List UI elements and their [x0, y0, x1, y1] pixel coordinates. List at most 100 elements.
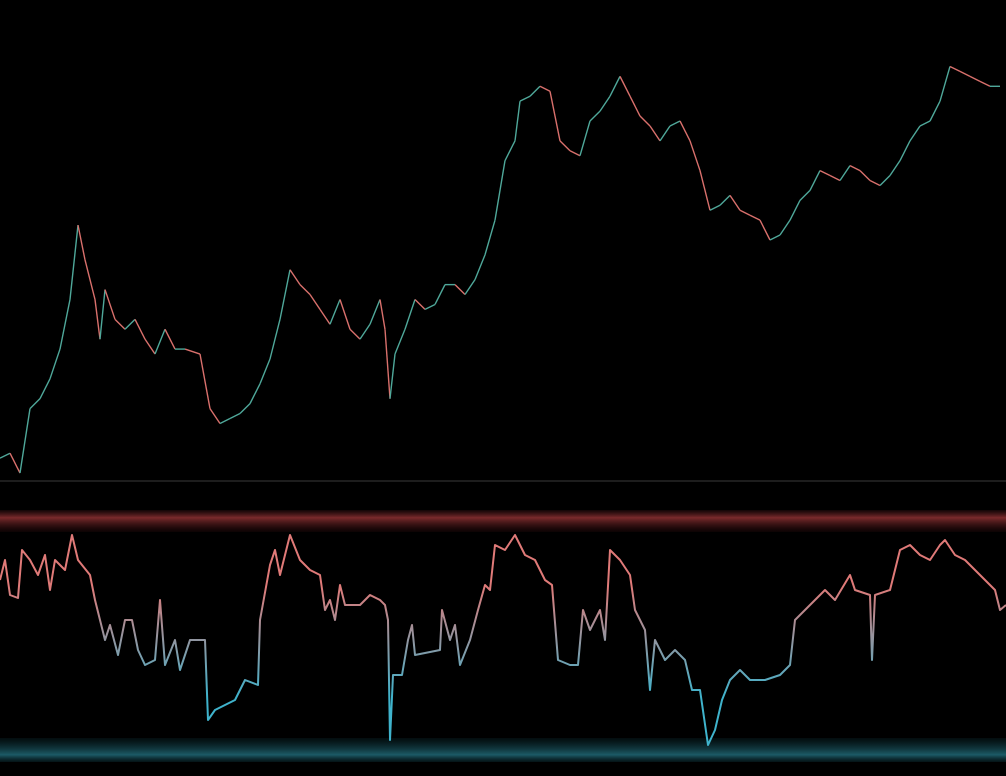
price-segment	[599, 95, 611, 112]
price-segment	[979, 80, 991, 87]
price-segment	[299, 284, 311, 296]
price-segment	[239, 403, 251, 415]
price-segment	[949, 65, 961, 73]
price-segment	[434, 284, 446, 305]
price-segment	[464, 279, 476, 295]
price-segment	[209, 408, 221, 424]
price-segment	[104, 289, 116, 320]
price-segment	[709, 204, 721, 211]
price-segment	[819, 169, 831, 177]
price-segment	[339, 299, 351, 330]
price-segment	[929, 100, 941, 122]
price-segment	[779, 219, 791, 236]
price-segment	[789, 200, 801, 221]
price-segment	[454, 284, 466, 296]
price-segment	[114, 318, 126, 330]
price-segment	[309, 294, 321, 310]
price-segment	[699, 170, 711, 211]
price-segment	[69, 225, 79, 300]
price-segment	[529, 85, 541, 97]
price-segment	[164, 328, 176, 350]
price-segment	[49, 348, 61, 380]
price-segment	[639, 115, 651, 127]
price-segment	[39, 378, 51, 399]
price-segment	[389, 353, 396, 399]
price-segment	[424, 303, 436, 311]
price-segment	[9, 452, 21, 474]
price-segment	[899, 140, 911, 161]
price-segment	[969, 75, 981, 82]
price-segment	[229, 412, 241, 420]
price-segment	[494, 160, 506, 221]
price-segment	[369, 299, 381, 325]
price-segment	[349, 328, 361, 340]
price-segment	[0, 452, 11, 459]
price-segment	[379, 299, 386, 330]
price-segment	[589, 110, 601, 122]
price-segment	[329, 299, 341, 325]
price-segment	[549, 91, 561, 141]
price-segment	[539, 85, 551, 92]
price-segment	[199, 353, 211, 409]
price-segment	[859, 170, 871, 181]
price-segment	[569, 150, 581, 157]
price-segment	[414, 299, 426, 310]
price-segment	[59, 299, 71, 350]
price-segment	[919, 120, 931, 127]
price-segment	[359, 323, 371, 340]
price-segment	[759, 219, 771, 241]
price-segment	[99, 289, 106, 340]
price-segment	[394, 328, 406, 355]
oversold-band	[0, 738, 1006, 762]
price-segment	[259, 358, 271, 385]
price-segment	[909, 125, 921, 142]
price-segment	[219, 417, 231, 425]
price-segment	[319, 309, 331, 325]
price-segment	[879, 175, 891, 186]
price-segment	[719, 194, 731, 206]
price-segment	[514, 101, 521, 141]
price-segment	[609, 76, 621, 97]
price-segment	[739, 209, 751, 216]
price-segment	[94, 299, 101, 340]
price-segment	[809, 170, 821, 191]
overbought-band	[0, 510, 1006, 532]
price-segment	[669, 120, 681, 127]
price-segment	[19, 408, 31, 474]
price-segment	[184, 348, 201, 355]
price-segment	[289, 269, 301, 286]
price-segment	[269, 319, 281, 360]
price-segment	[619, 76, 631, 97]
oscillator-line	[0, 534, 1006, 746]
price-segment	[144, 338, 156, 355]
price-segment	[404, 299, 416, 330]
price-segment	[939, 66, 951, 102]
price-segment	[279, 269, 291, 320]
price-segment	[679, 120, 691, 142]
price-segment	[649, 125, 661, 142]
price-segment	[77, 224, 86, 260]
price-segment	[29, 398, 41, 410]
price-segment	[729, 194, 741, 211]
price-segment	[154, 328, 166, 355]
price-segment	[504, 140, 516, 161]
price-segment	[484, 219, 496, 256]
price-segment	[889, 160, 901, 176]
price-segment	[629, 95, 641, 117]
price-segment	[134, 319, 146, 340]
price-segment	[839, 165, 851, 181]
price-segment	[474, 254, 486, 280]
price-segment	[689, 140, 701, 171]
price-segment	[659, 125, 671, 142]
price-segment	[124, 318, 136, 330]
price-segment	[579, 120, 591, 156]
price-segment	[769, 234, 781, 241]
price-segment	[849, 164, 861, 172]
price-segment	[84, 259, 96, 300]
price-segment	[384, 329, 391, 399]
price-segment	[559, 140, 571, 152]
price-segment	[869, 179, 881, 187]
